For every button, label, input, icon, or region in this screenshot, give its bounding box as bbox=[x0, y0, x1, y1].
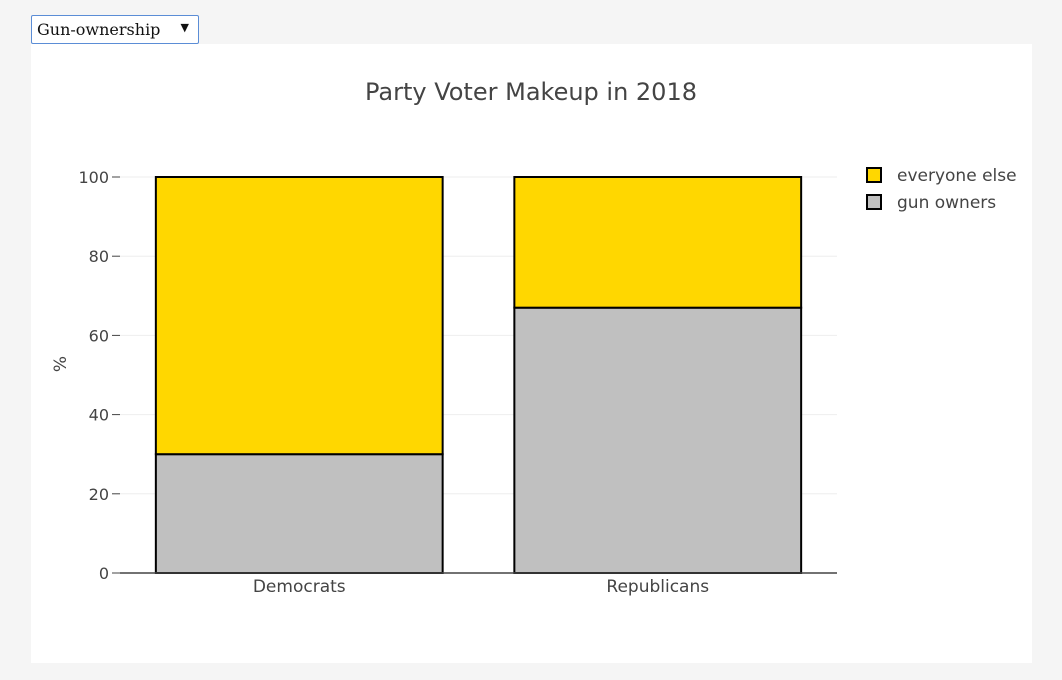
legend-item-gun-owners[interactable]: gun owners bbox=[866, 193, 996, 213]
legend-label: gun owners bbox=[897, 193, 996, 213]
bar-everyone-else-republicans[interactable] bbox=[513, 176, 803, 309]
y-tick-label: 60 bbox=[89, 326, 109, 345]
bar-gun-owners-democrats[interactable] bbox=[154, 453, 444, 575]
y-tick-label: 0 bbox=[99, 564, 109, 583]
y-tick-label: 40 bbox=[89, 406, 109, 425]
dataset-select[interactable]: Gun-ownership ▼ bbox=[31, 15, 199, 44]
y-tick-label: 100 bbox=[78, 168, 109, 187]
chart-title: Party Voter Makeup in 2018 bbox=[365, 78, 697, 106]
x-tick-label: Republicans bbox=[606, 577, 709, 597]
bars bbox=[154, 176, 803, 575]
stacked-bar-chart: Party Voter Makeup in 2018 % 0 20 40 60 80 10… bbox=[51, 78, 1017, 597]
x-tick-label: Democrats bbox=[253, 577, 346, 597]
legend[interactable]: everyone else gun owners bbox=[866, 166, 1017, 213]
y-tick-label: 20 bbox=[89, 485, 109, 504]
legend-item-everyone-else[interactable]: everyone else bbox=[866, 166, 1017, 186]
legend-swatch bbox=[866, 167, 882, 183]
triangle-down-icon: ▼ bbox=[180, 21, 189, 34]
dataset-select-value: Gun-ownership bbox=[37, 20, 161, 39]
legend-swatch bbox=[866, 194, 882, 210]
chart-panel: Party Voter Makeup in 2018 % 0 20 40 60 80 10… bbox=[31, 44, 1032, 663]
y-axis-label: % bbox=[51, 356, 71, 372]
legend-label: everyone else bbox=[897, 166, 1017, 186]
bar-everyone-else-democrats[interactable] bbox=[154, 176, 444, 456]
y-tick-label: 80 bbox=[89, 247, 109, 266]
bar-gun-owners-republicans[interactable] bbox=[513, 306, 803, 574]
axes: 0 20 40 60 80 100 Democrats Republicans bbox=[78, 168, 837, 597]
